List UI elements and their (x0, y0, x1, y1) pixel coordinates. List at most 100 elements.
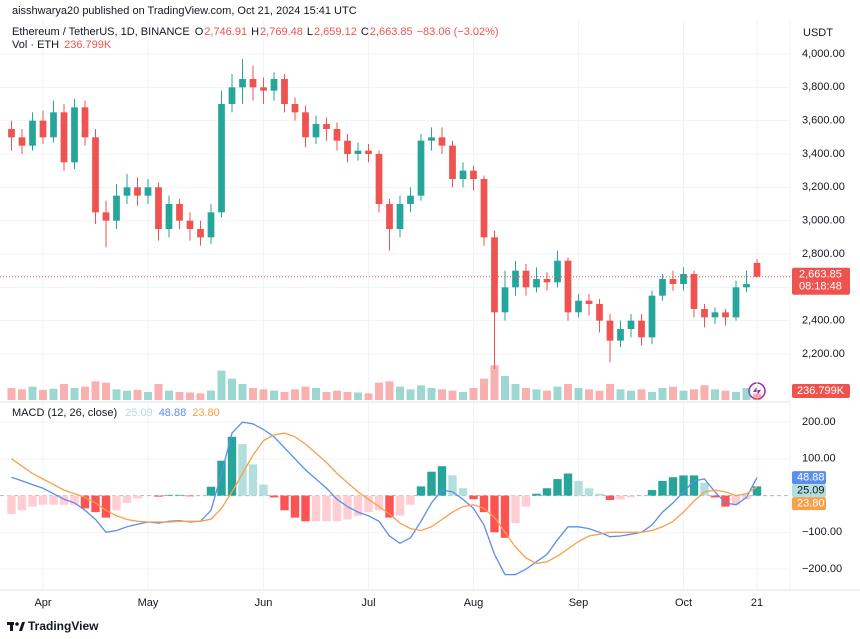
y-tick-label: 4,000.00 (802, 48, 845, 60)
histogram-bar (658, 480, 667, 496)
volume-bar (144, 392, 152, 400)
candle-body (333, 129, 341, 141)
volume-badge-label: 236.799K (797, 385, 845, 397)
candle-body (60, 112, 68, 163)
candle-body (71, 107, 78, 163)
candle-body (554, 260, 561, 283)
volume-bar (448, 390, 457, 400)
x-tick-label: Apr (34, 597, 51, 609)
histogram-bar (70, 495, 79, 505)
volume-bar (228, 378, 236, 400)
volume-bar (249, 388, 257, 400)
volume-bar (532, 389, 541, 400)
candle-body (176, 204, 183, 221)
histogram-bar (91, 495, 100, 513)
volume-bar (343, 392, 352, 400)
ohlc-key: H (251, 26, 259, 38)
histogram-bar (553, 479, 562, 496)
value-badge-label: 23.80 (797, 498, 825, 510)
volume-bar (81, 386, 89, 400)
ohlc-key: L (307, 26, 313, 38)
histogram-bar (238, 444, 247, 496)
volume-bar (70, 388, 79, 400)
histogram-bar (395, 495, 405, 516)
histogram-bar (416, 486, 426, 496)
histogram-bar (133, 495, 142, 499)
volume-bar (312, 388, 320, 400)
volume-bar (196, 393, 205, 400)
y-tick-label: 3,400.00 (802, 148, 845, 160)
volume-bar (501, 376, 509, 400)
histogram-bar (752, 486, 762, 496)
ohlc-key: O (195, 26, 204, 38)
candle-body (81, 107, 89, 138)
histogram-bar (175, 494, 184, 496)
ohlc-value: 2,746.91 (204, 26, 247, 38)
candle-body (92, 137, 99, 213)
candle-body (575, 300, 582, 313)
candle-body (438, 137, 446, 146)
histogram-bar (217, 460, 226, 496)
volume-bar (133, 389, 142, 400)
candle-body (386, 204, 393, 229)
countdown-label: 08:18:48 (799, 281, 842, 293)
candle-body (501, 287, 509, 313)
histogram-bar (248, 464, 258, 496)
value-badge-label: 25.09 (797, 485, 825, 497)
candle-body (480, 179, 488, 238)
candle-body (627, 320, 635, 329)
histogram-bar (542, 488, 552, 496)
histogram-bar (385, 495, 394, 518)
candle-body (585, 300, 593, 304)
volume-bar (270, 390, 278, 400)
candle-body (375, 154, 383, 204)
histogram-bar (122, 495, 132, 503)
histogram-bar (689, 475, 699, 496)
histogram-bar (49, 495, 58, 505)
volume-bar (469, 388, 478, 400)
histogram-bar (154, 495, 163, 497)
y-tick-label: −100.00 (802, 526, 842, 538)
histogram-bar (17, 495, 27, 511)
value-badge (792, 471, 826, 485)
histogram-bar (7, 495, 16, 514)
volume-bar (28, 386, 37, 400)
candle-body (144, 187, 152, 196)
histogram-bar (479, 495, 489, 513)
histogram-bar (206, 486, 216, 496)
histogram-bar (112, 495, 121, 511)
y-tick-label: 3,200.00 (802, 181, 845, 193)
candle-body (197, 229, 204, 238)
macd-line (11, 432, 758, 565)
candle-body (669, 279, 677, 284)
ohlc-value: 2,663.85 (370, 26, 413, 38)
histogram-bar (427, 471, 436, 496)
histogram-bar (38, 495, 48, 505)
volume-bar (280, 392, 289, 400)
histogram-bar (521, 495, 531, 507)
candle-body (470, 170, 477, 179)
histogram-bar (185, 495, 195, 497)
volume-bar (207, 390, 215, 400)
candle-body (543, 279, 551, 283)
volume-bar (459, 392, 467, 400)
volume-bar (721, 390, 730, 400)
candle-body (186, 220, 194, 229)
volume-bar (732, 392, 740, 400)
volume-bar (480, 378, 488, 400)
candle-body (134, 187, 141, 196)
histogram-bar (301, 495, 310, 522)
candle-body (564, 260, 572, 313)
currency: USDT (803, 27, 833, 39)
symbol: Ethereum / TetherUS, 1D, BINANCE (12, 26, 190, 38)
volume-bar (522, 388, 530, 400)
volume-bar (595, 390, 604, 400)
volume-bar (354, 392, 362, 400)
candle-body (18, 137, 26, 146)
y-tick-label: −200.00 (802, 563, 842, 575)
macd-value: 48.88 (159, 407, 187, 419)
volume-bar (364, 393, 373, 400)
x-tick-label: May (138, 597, 159, 609)
volume-bar (186, 392, 194, 400)
histogram-bar (59, 495, 69, 505)
